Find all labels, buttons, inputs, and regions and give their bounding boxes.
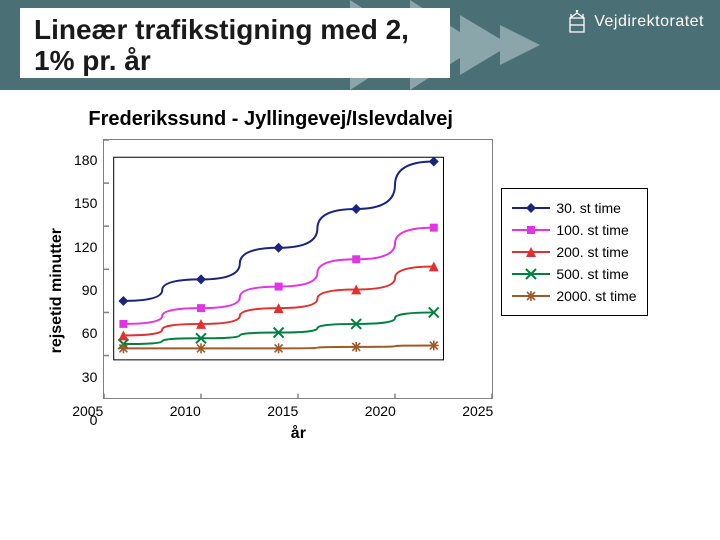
slide-header: Lineær trafikstigning med 2, 1% pr. år V…	[0, 0, 720, 90]
y-tick-labels: 1801501209060300	[74, 161, 97, 421]
legend-item: 30. st time	[512, 197, 636, 219]
legend-label: 100. st time	[556, 222, 628, 238]
crown-icon	[566, 10, 588, 34]
legend-label: 30. st time	[556, 200, 621, 216]
chart-title: Frederikssund - Jyllingevej/Islevdalvej	[88, 108, 453, 131]
legend: 30. st time 100. st time 200. st time 500. …	[501, 188, 647, 316]
vejdirektoratet-logo: Vejdirektoratet	[566, 10, 704, 34]
plot-box	[103, 139, 493, 399]
slide-title-box: Lineær trafikstigning med 2, 1% pr. år	[20, 8, 450, 78]
logo-text: Vejdirektoratet	[594, 13, 704, 31]
x-axis-label: år	[103, 425, 493, 443]
legend-item: 2000. st time	[512, 285, 636, 307]
legend-item: 500. st time	[512, 263, 636, 285]
x-tick-labels: 20052010201520202025	[103, 403, 493, 419]
y-axis-label: rejsetid minutter	[48, 228, 66, 353]
legend-item: 200. st time	[512, 241, 636, 263]
legend-label: 2000. st time	[556, 288, 636, 304]
legend-label: 200. st time	[556, 244, 628, 260]
legend-label: 500. st time	[556, 266, 628, 282]
slide-title: Lineær trafikstigning med 2, 1% pr. år	[34, 15, 436, 77]
legend-item: 100. st time	[512, 219, 636, 241]
chart-area: Frederikssund - Jyllingevej/Islevdalvej …	[0, 90, 720, 443]
chart-svg	[104, 140, 492, 399]
